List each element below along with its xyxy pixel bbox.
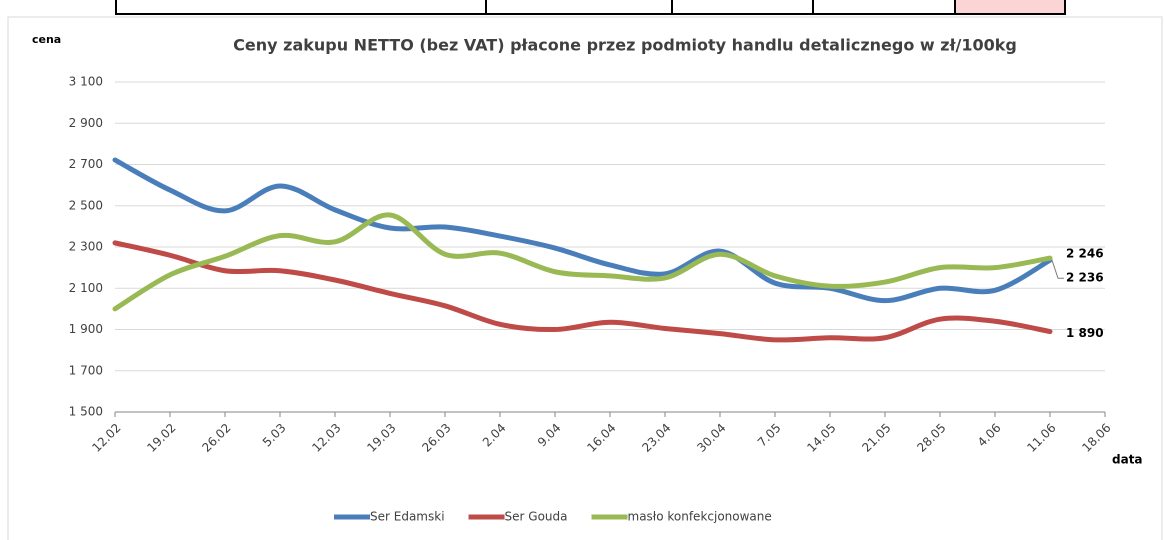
y-tick-label: 2 100 xyxy=(69,281,103,295)
legend-label: Ser Gouda xyxy=(505,510,568,524)
y-tick-label: 2 500 xyxy=(69,198,103,212)
x-tick-label: 30.04 xyxy=(694,421,728,455)
x-tick-label: 9.04 xyxy=(535,421,564,450)
x-tick-label: 5.03 xyxy=(260,421,289,450)
x-tick-label: 26.02 xyxy=(199,421,233,455)
y-tick-label: 1 900 xyxy=(69,322,103,336)
x-tick-label: 12.02 xyxy=(89,421,123,455)
y-tick-label: 2 900 xyxy=(69,116,103,130)
y-tick-label: 2 700 xyxy=(69,157,103,171)
y-axis-label: cena xyxy=(32,33,61,46)
x-tick-label: 21.05 xyxy=(859,421,893,455)
y-tick-label: 1 500 xyxy=(69,405,103,419)
y-tick-label: 3 100 xyxy=(69,75,103,89)
chart-title: Ceny zakupu NETTO (bez VAT) płacone prze… xyxy=(233,36,1017,55)
x-tick-label: 14.05 xyxy=(804,421,838,455)
x-tick-label: 28.05 xyxy=(914,421,948,455)
x-tick-label: 7.05 xyxy=(755,421,784,450)
x-tick-label: 2.04 xyxy=(480,421,509,450)
x-axis-label: data xyxy=(1112,453,1143,467)
y-tick-label: 2 300 xyxy=(69,240,103,254)
series-line xyxy=(112,212,1053,312)
series-line xyxy=(112,157,1053,304)
x-tick-label: 11.06 xyxy=(1024,421,1058,455)
x-tick-label: 23.04 xyxy=(639,421,673,455)
x-tick-label: 4.06 xyxy=(975,421,1004,450)
series-line xyxy=(112,240,1053,343)
table-fragment xyxy=(115,0,1066,15)
chart-frame xyxy=(7,16,1163,540)
x-tick-label: 18.06 xyxy=(1079,421,1113,455)
x-tick-label: 19.03 xyxy=(364,421,398,455)
y-tick-label: 1 700 xyxy=(69,363,103,377)
data-label: 2 246 xyxy=(1066,247,1104,261)
x-tick-label: 16.04 xyxy=(584,421,618,455)
data-label: 1 890 xyxy=(1066,326,1104,340)
x-tick-label: 19.02 xyxy=(144,421,178,455)
label-leader xyxy=(1051,260,1064,279)
x-tick-label: 26.03 xyxy=(419,421,453,455)
x-tick-label: 12.03 xyxy=(309,421,343,455)
data-label: 2 236 xyxy=(1066,271,1104,285)
legend-label: masło konfekcjonowane xyxy=(628,510,772,524)
legend-label: Ser Edamski xyxy=(370,510,445,524)
